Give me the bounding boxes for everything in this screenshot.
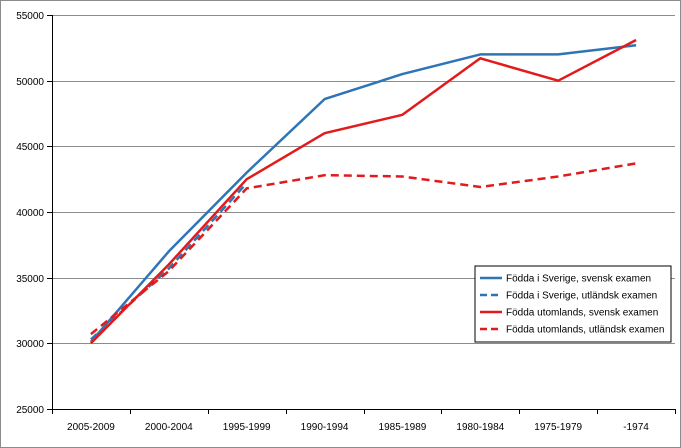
y-tick-label-45000: 45000 <box>16 142 44 153</box>
y-tick-label-50000: 50000 <box>16 77 44 88</box>
series-line-0 <box>89 43 637 343</box>
y-tick-label-30000: 30000 <box>16 339 44 350</box>
x-axis-tick-labels: 2005-2009 2000-2004 1995-1999 1990-1994 1985… <box>67 422 649 433</box>
y-tick-label-25000: 25000 <box>16 405 44 416</box>
legend-box <box>474 265 672 343</box>
x-tick-label-7: -1974 <box>623 422 649 433</box>
x-tick-label-0: 2005-2009 <box>67 422 115 433</box>
series-line-2 <box>90 38 637 345</box>
legend-label-2: Födda utomlands, svensk examen <box>506 308 658 319</box>
x-tick-label-5: 1980-1984 <box>456 422 504 433</box>
legend-label-0: Födda i Sverige, svensk examen <box>506 274 651 285</box>
series-line-3 <box>90 162 637 336</box>
y-tick-label-55000: 55000 <box>16 11 44 22</box>
y-tick-label-40000: 40000 <box>16 208 44 219</box>
series-line-1 <box>90 182 248 341</box>
x-tick-label-1: 2000-2004 <box>145 422 193 433</box>
y-axis-tick-labels: 25000 30000 35000 40000 45000 50000 55000 <box>16 11 44 416</box>
series-lines <box>89 38 637 345</box>
y-tick-label-35000: 35000 <box>16 274 44 285</box>
x-tick-label-2: 1995-1999 <box>223 422 271 433</box>
legend: Födda i Sverige, svensk examen Födda i Sv… <box>474 265 672 343</box>
x-tick-label-4: 1985-1989 <box>379 422 427 433</box>
legend-label-1: Födda i Sverige, utländsk examen <box>506 291 657 302</box>
x-tick-label-6: 1975-1979 <box>534 422 582 433</box>
axes <box>47 15 676 414</box>
x-tick-label-3: 1990-1994 <box>301 422 349 433</box>
legend-label-3: Födda utomlands, utländsk examen <box>506 325 664 336</box>
